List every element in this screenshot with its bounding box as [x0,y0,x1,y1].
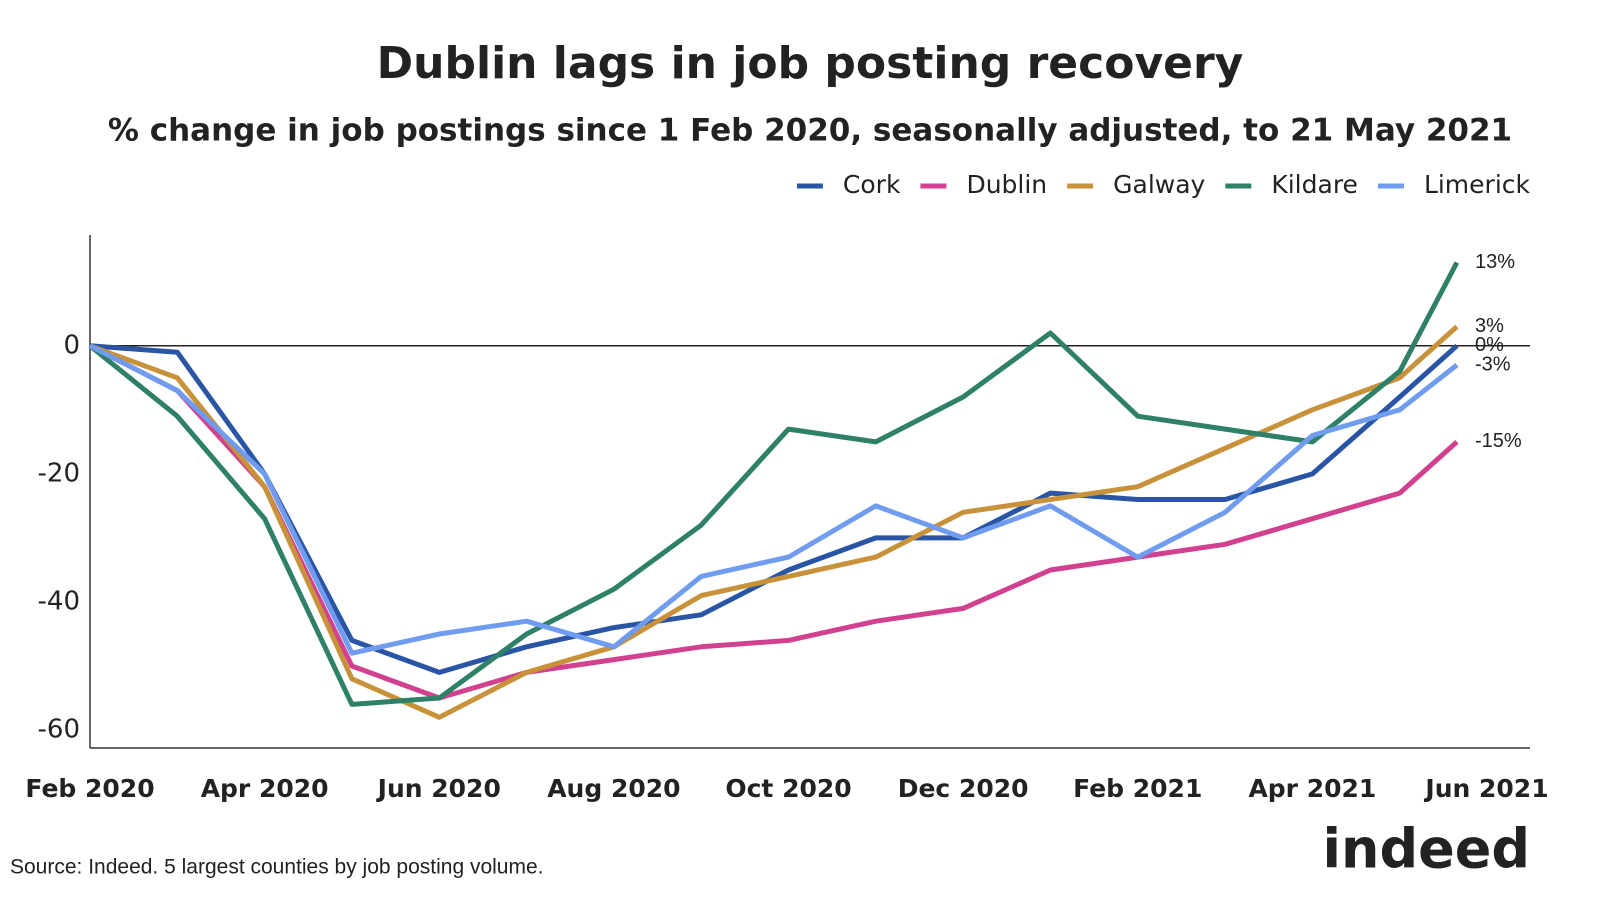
y-tick-label: 0 [63,330,80,360]
x-tick-label: Aug 2020 [547,774,680,803]
x-tick-label: Apr 2020 [201,774,329,803]
logo: indeed [1322,818,1530,881]
x-tick-label: Dec 2020 [898,774,1029,803]
end-label: -3% [1475,353,1511,375]
x-tick-label: Jun 2020 [376,774,501,803]
y-tick-label: -60 [38,715,80,745]
legend-label: Cork [843,170,901,199]
legend-label: Galway [1113,170,1205,199]
x-tick-label: Feb 2021 [1073,774,1202,803]
x-tick-label: Apr 2021 [1248,774,1376,803]
end-label: 3% [1475,315,1504,337]
x-tick-label: Oct 2020 [725,774,851,803]
series-line [88,261,1460,707]
legend-label: Limerick [1424,170,1531,199]
x-tick-label: Jun 2021 [1423,774,1548,803]
series-line [89,343,1459,675]
y-tick-label: -40 [38,586,80,616]
end-label: 0% [1475,334,1504,356]
series-line [88,343,1459,656]
chart-title: Dublin lags in job posting recovery [377,38,1244,89]
end-label: -15% [1475,430,1522,452]
chart-subtitle: % change in job postings since 1 Feb 202… [108,113,1512,149]
legend-label: Kildare [1271,170,1358,199]
end-label: 13% [1475,251,1515,273]
source-note: Source: Indeed. 5 largest counties by jo… [10,856,544,879]
legend-label: Dublin [966,170,1047,199]
series-line [89,324,1459,720]
series-line [88,343,1459,701]
x-tick-label: Feb 2020 [25,774,154,803]
y-tick-label: -20 [38,458,80,488]
